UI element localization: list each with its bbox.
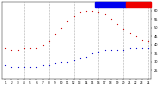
Point (91, 53, 94, 54)
Point (23, 47, 25, 49)
Point (135, 35, 137, 37)
Point (79, 12, 81, 13)
Point (54, 34, 56, 35)
Point (16, 66, 19, 68)
Point (110, 18, 112, 20)
Point (60, 61, 62, 62)
Point (147, 41, 149, 42)
Point (116, 24, 118, 25)
Point (135, 47, 137, 49)
Bar (126, 2, 151, 7)
Point (116, 49, 118, 51)
Point (10, 66, 13, 68)
Point (16, 49, 19, 51)
Point (66, 61, 69, 62)
Point (122, 29, 125, 30)
Point (141, 39, 143, 40)
Point (97, 51, 100, 52)
Point (48, 41, 50, 42)
Point (147, 47, 149, 49)
Point (85, 56, 87, 57)
Point (48, 64, 50, 66)
Point (103, 49, 106, 51)
Point (41, 44, 44, 45)
Point (128, 32, 131, 33)
Point (72, 59, 75, 61)
Point (29, 66, 31, 68)
Point (141, 47, 143, 49)
Point (35, 47, 38, 49)
Point (60, 27, 62, 28)
Point (122, 49, 125, 51)
Point (29, 47, 31, 49)
Point (4, 64, 6, 66)
Point (128, 47, 131, 49)
Point (4, 47, 6, 49)
Point (97, 12, 100, 13)
Point (35, 66, 38, 68)
Point (41, 64, 44, 66)
Point (79, 58, 81, 59)
Point (110, 49, 112, 51)
Point (103, 13, 106, 15)
Point (10, 49, 13, 51)
Point (54, 63, 56, 64)
Bar (95, 2, 126, 7)
Point (85, 10, 87, 11)
Point (66, 20, 69, 22)
Point (91, 10, 94, 11)
Point (72, 15, 75, 16)
Point (23, 66, 25, 68)
